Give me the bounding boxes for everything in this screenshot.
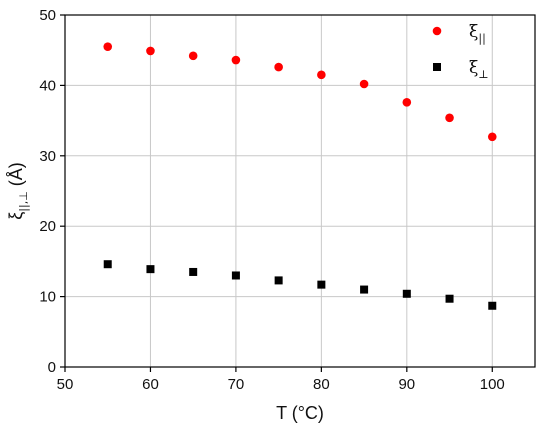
ticks-layer: 50 60 70 80 90 100 0 10 20 30 40 50 bbox=[39, 7, 504, 393]
y-tick-label: 0 bbox=[48, 359, 56, 376]
legend: ξ|| ξ⊥ bbox=[432, 22, 489, 81]
y-axis-label-unit: (Å) bbox=[6, 162, 26, 191]
data-point-perpendicular bbox=[146, 265, 155, 274]
x-tick-label: 80 bbox=[313, 376, 330, 393]
data-point-perpendicular bbox=[360, 285, 369, 294]
y-axis-label-sub: ||,⊥ bbox=[17, 191, 30, 212]
data-point-parallel bbox=[103, 42, 113, 51]
data-point-perpendicular bbox=[402, 289, 411, 298]
y-tick-label: 50 bbox=[39, 7, 56, 24]
grid-layer bbox=[65, 15, 535, 367]
marks-layer bbox=[103, 42, 497, 310]
x-tick-label: 60 bbox=[142, 376, 159, 393]
y-tick-label: 30 bbox=[39, 148, 56, 165]
plot-frame bbox=[64, 14, 536, 368]
x-tick-label: 100 bbox=[480, 376, 505, 393]
legend-marker-parallel bbox=[432, 26, 442, 36]
x-axis-label: T (°C) bbox=[276, 403, 324, 423]
x-tick-label: 70 bbox=[228, 376, 245, 393]
data-point-parallel bbox=[188, 51, 198, 61]
data-point-perpendicular bbox=[488, 301, 497, 310]
data-point-perpendicular bbox=[189, 267, 198, 276]
data-point-perpendicular bbox=[317, 280, 326, 289]
data-point-parallel bbox=[487, 132, 497, 142]
data-point-parallel bbox=[146, 46, 155, 56]
y-tick-label: 20 bbox=[39, 218, 56, 235]
data-point-parallel bbox=[402, 97, 412, 107]
data-point-parallel bbox=[359, 79, 369, 89]
y-tick-label: 10 bbox=[39, 289, 56, 306]
data-point-parallel bbox=[274, 62, 283, 72]
data-point-parallel bbox=[317, 70, 326, 80]
data-point-perpendicular bbox=[274, 276, 283, 285]
legend-label-parallel: ξ|| bbox=[469, 22, 486, 46]
y-axis-label-base: ξ bbox=[6, 212, 26, 220]
data-point-parallel bbox=[445, 113, 454, 123]
x-tick-label: 90 bbox=[398, 376, 415, 393]
legend-label-perpendicular: ξ⊥ bbox=[469, 58, 489, 81]
data-point-perpendicular bbox=[231, 271, 240, 280]
x-tick-label: 50 bbox=[57, 376, 74, 393]
data-point-parallel bbox=[231, 55, 241, 65]
y-tick-label: 40 bbox=[39, 77, 56, 94]
y-axis-label: ξ||,⊥ (Å) bbox=[6, 162, 30, 220]
legend-marker-perpendicular bbox=[433, 63, 441, 71]
data-point-perpendicular bbox=[103, 260, 112, 269]
data-point-perpendicular bbox=[445, 294, 454, 303]
